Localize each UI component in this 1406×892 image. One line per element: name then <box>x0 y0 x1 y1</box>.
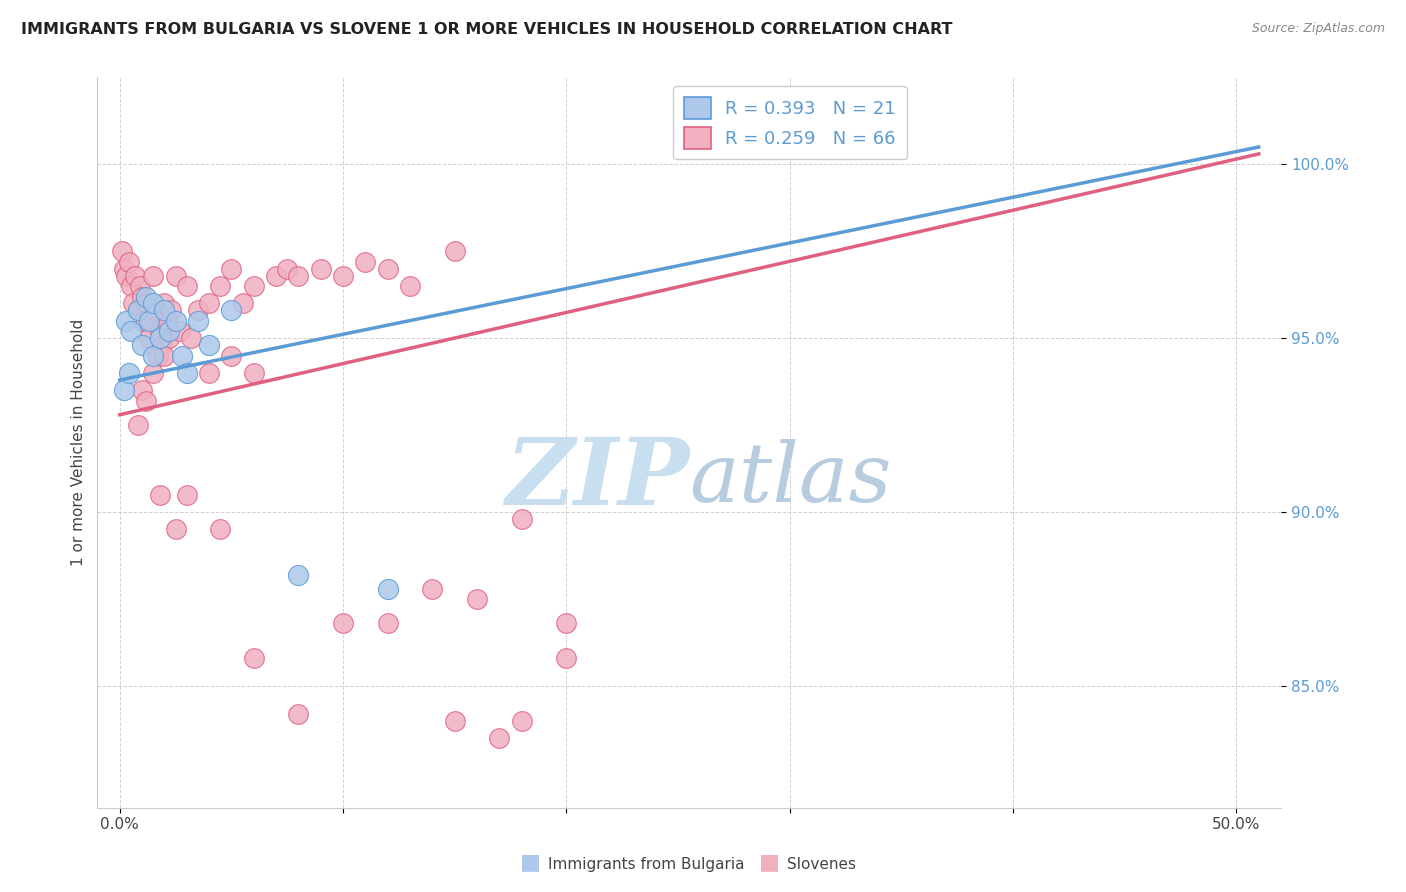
Point <box>117 254 139 268</box>
Point <box>135 393 157 408</box>
Point <box>165 314 187 328</box>
Point <box>131 384 153 398</box>
Point <box>165 268 187 283</box>
Point <box>157 331 180 345</box>
Point <box>242 279 264 293</box>
Point <box>149 324 172 338</box>
Point <box>145 303 167 318</box>
Point <box>187 303 209 318</box>
Point <box>264 268 287 283</box>
Point <box>146 349 169 363</box>
Point <box>115 268 138 283</box>
Text: ZIP: ZIP <box>505 434 689 524</box>
Point <box>165 523 187 537</box>
Point <box>209 523 232 537</box>
Point <box>138 331 160 345</box>
Point <box>153 349 176 363</box>
Point <box>221 261 243 276</box>
Point <box>332 616 354 631</box>
Point <box>287 706 309 721</box>
Point <box>354 254 377 268</box>
Point <box>169 324 191 338</box>
Point <box>122 296 145 310</box>
Point <box>510 512 533 526</box>
Point <box>142 366 165 380</box>
Point <box>287 567 309 582</box>
Point <box>127 303 149 318</box>
Point <box>134 314 156 328</box>
Point <box>155 314 177 328</box>
Point <box>276 261 298 276</box>
Text: Slovenes: Slovenes <box>787 857 856 872</box>
Point <box>176 366 198 380</box>
Point <box>332 268 354 283</box>
Point <box>131 338 153 352</box>
Point <box>443 244 465 259</box>
Point <box>153 303 176 318</box>
Point <box>422 582 444 596</box>
Text: IMMIGRANTS FROM BULGARIA VS SLOVENE 1 OR MORE VEHICLES IN HOUSEHOLD CORRELATION : IMMIGRANTS FROM BULGARIA VS SLOVENE 1 OR… <box>21 22 953 37</box>
Point <box>221 303 243 318</box>
Point <box>198 366 221 380</box>
Point <box>172 349 194 363</box>
Point <box>198 338 221 352</box>
Point <box>399 279 422 293</box>
Point <box>157 324 180 338</box>
Point <box>135 289 157 303</box>
Point <box>150 338 173 352</box>
Point <box>120 324 142 338</box>
Point <box>176 279 198 293</box>
Point <box>465 592 488 607</box>
Text: atlas: atlas <box>689 439 891 519</box>
Point <box>111 244 134 259</box>
Point <box>309 261 332 276</box>
Point <box>131 289 153 303</box>
Text: ■: ■ <box>520 853 541 872</box>
Point <box>138 314 160 328</box>
Point <box>198 296 221 310</box>
Legend: R = 0.393   N = 21, R = 0.259   N = 66: R = 0.393 N = 21, R = 0.259 N = 66 <box>673 87 907 160</box>
Point <box>231 296 253 310</box>
Point <box>287 268 309 283</box>
Y-axis label: 1 or more Vehicles in Household: 1 or more Vehicles in Household <box>72 319 86 566</box>
Point <box>135 296 157 310</box>
Point <box>115 314 138 328</box>
Point <box>120 279 142 293</box>
Point <box>153 296 176 310</box>
Point <box>377 616 399 631</box>
Point <box>160 303 183 318</box>
Point <box>124 268 146 283</box>
Point <box>187 314 209 328</box>
Point <box>112 261 135 276</box>
Point <box>221 349 243 363</box>
Point <box>377 261 399 276</box>
Point <box>127 418 149 433</box>
Point <box>555 651 578 665</box>
Point <box>488 731 510 746</box>
Point <box>555 616 578 631</box>
Text: Immigrants from Bulgaria: Immigrants from Bulgaria <box>548 857 745 872</box>
Point <box>377 582 399 596</box>
Point <box>176 488 198 502</box>
Point <box>142 296 165 310</box>
Text: Source: ZipAtlas.com: Source: ZipAtlas.com <box>1251 22 1385 36</box>
Point <box>242 366 264 380</box>
Point <box>209 279 232 293</box>
Point <box>180 331 202 345</box>
Point <box>128 279 150 293</box>
Point <box>443 714 465 728</box>
Point <box>510 714 533 728</box>
Point <box>112 384 135 398</box>
Point <box>149 331 172 345</box>
Point <box>139 314 162 328</box>
Text: ■: ■ <box>759 853 780 872</box>
Point <box>142 268 165 283</box>
Point <box>149 488 172 502</box>
Point <box>242 651 264 665</box>
Point <box>142 349 165 363</box>
Point <box>127 303 149 318</box>
Point <box>117 366 139 380</box>
